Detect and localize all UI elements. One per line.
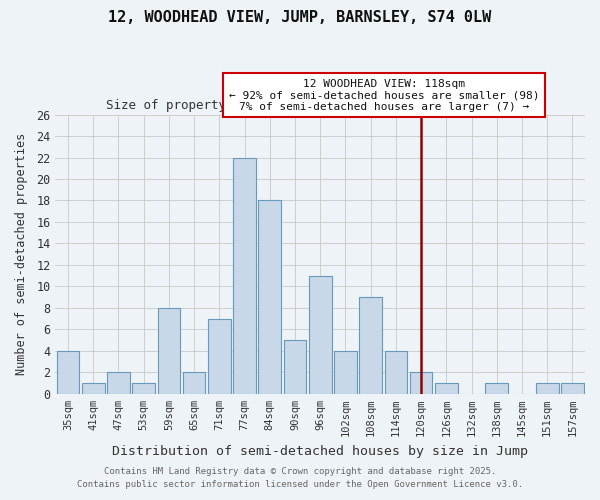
Bar xyxy=(233,158,256,394)
Bar xyxy=(334,351,357,394)
Text: Contains HM Land Registry data © Crown copyright and database right 2025.
Contai: Contains HM Land Registry data © Crown c… xyxy=(77,468,523,489)
Bar xyxy=(259,200,281,394)
Bar xyxy=(561,383,584,394)
Bar xyxy=(133,383,155,394)
Bar xyxy=(359,297,382,394)
Bar xyxy=(208,318,231,394)
Title: Size of property relative to semi-detached houses in Jump: Size of property relative to semi-detach… xyxy=(106,99,534,112)
Y-axis label: Number of semi-detached properties: Number of semi-detached properties xyxy=(15,133,28,376)
Bar xyxy=(485,383,508,394)
Bar xyxy=(107,372,130,394)
Bar xyxy=(435,383,458,394)
Bar xyxy=(385,351,407,394)
Bar xyxy=(536,383,559,394)
Bar xyxy=(410,372,433,394)
Bar xyxy=(309,276,332,394)
Bar xyxy=(57,351,79,394)
X-axis label: Distribution of semi-detached houses by size in Jump: Distribution of semi-detached houses by … xyxy=(112,444,528,458)
Bar xyxy=(183,372,205,394)
Bar xyxy=(158,308,180,394)
Bar xyxy=(284,340,307,394)
Text: 12 WOODHEAD VIEW: 118sqm
← 92% of semi-detached houses are smaller (98)
7% of se: 12 WOODHEAD VIEW: 118sqm ← 92% of semi-d… xyxy=(229,78,539,112)
Text: 12, WOODHEAD VIEW, JUMP, BARNSLEY, S74 0LW: 12, WOODHEAD VIEW, JUMP, BARNSLEY, S74 0… xyxy=(109,10,491,25)
Bar xyxy=(82,383,104,394)
